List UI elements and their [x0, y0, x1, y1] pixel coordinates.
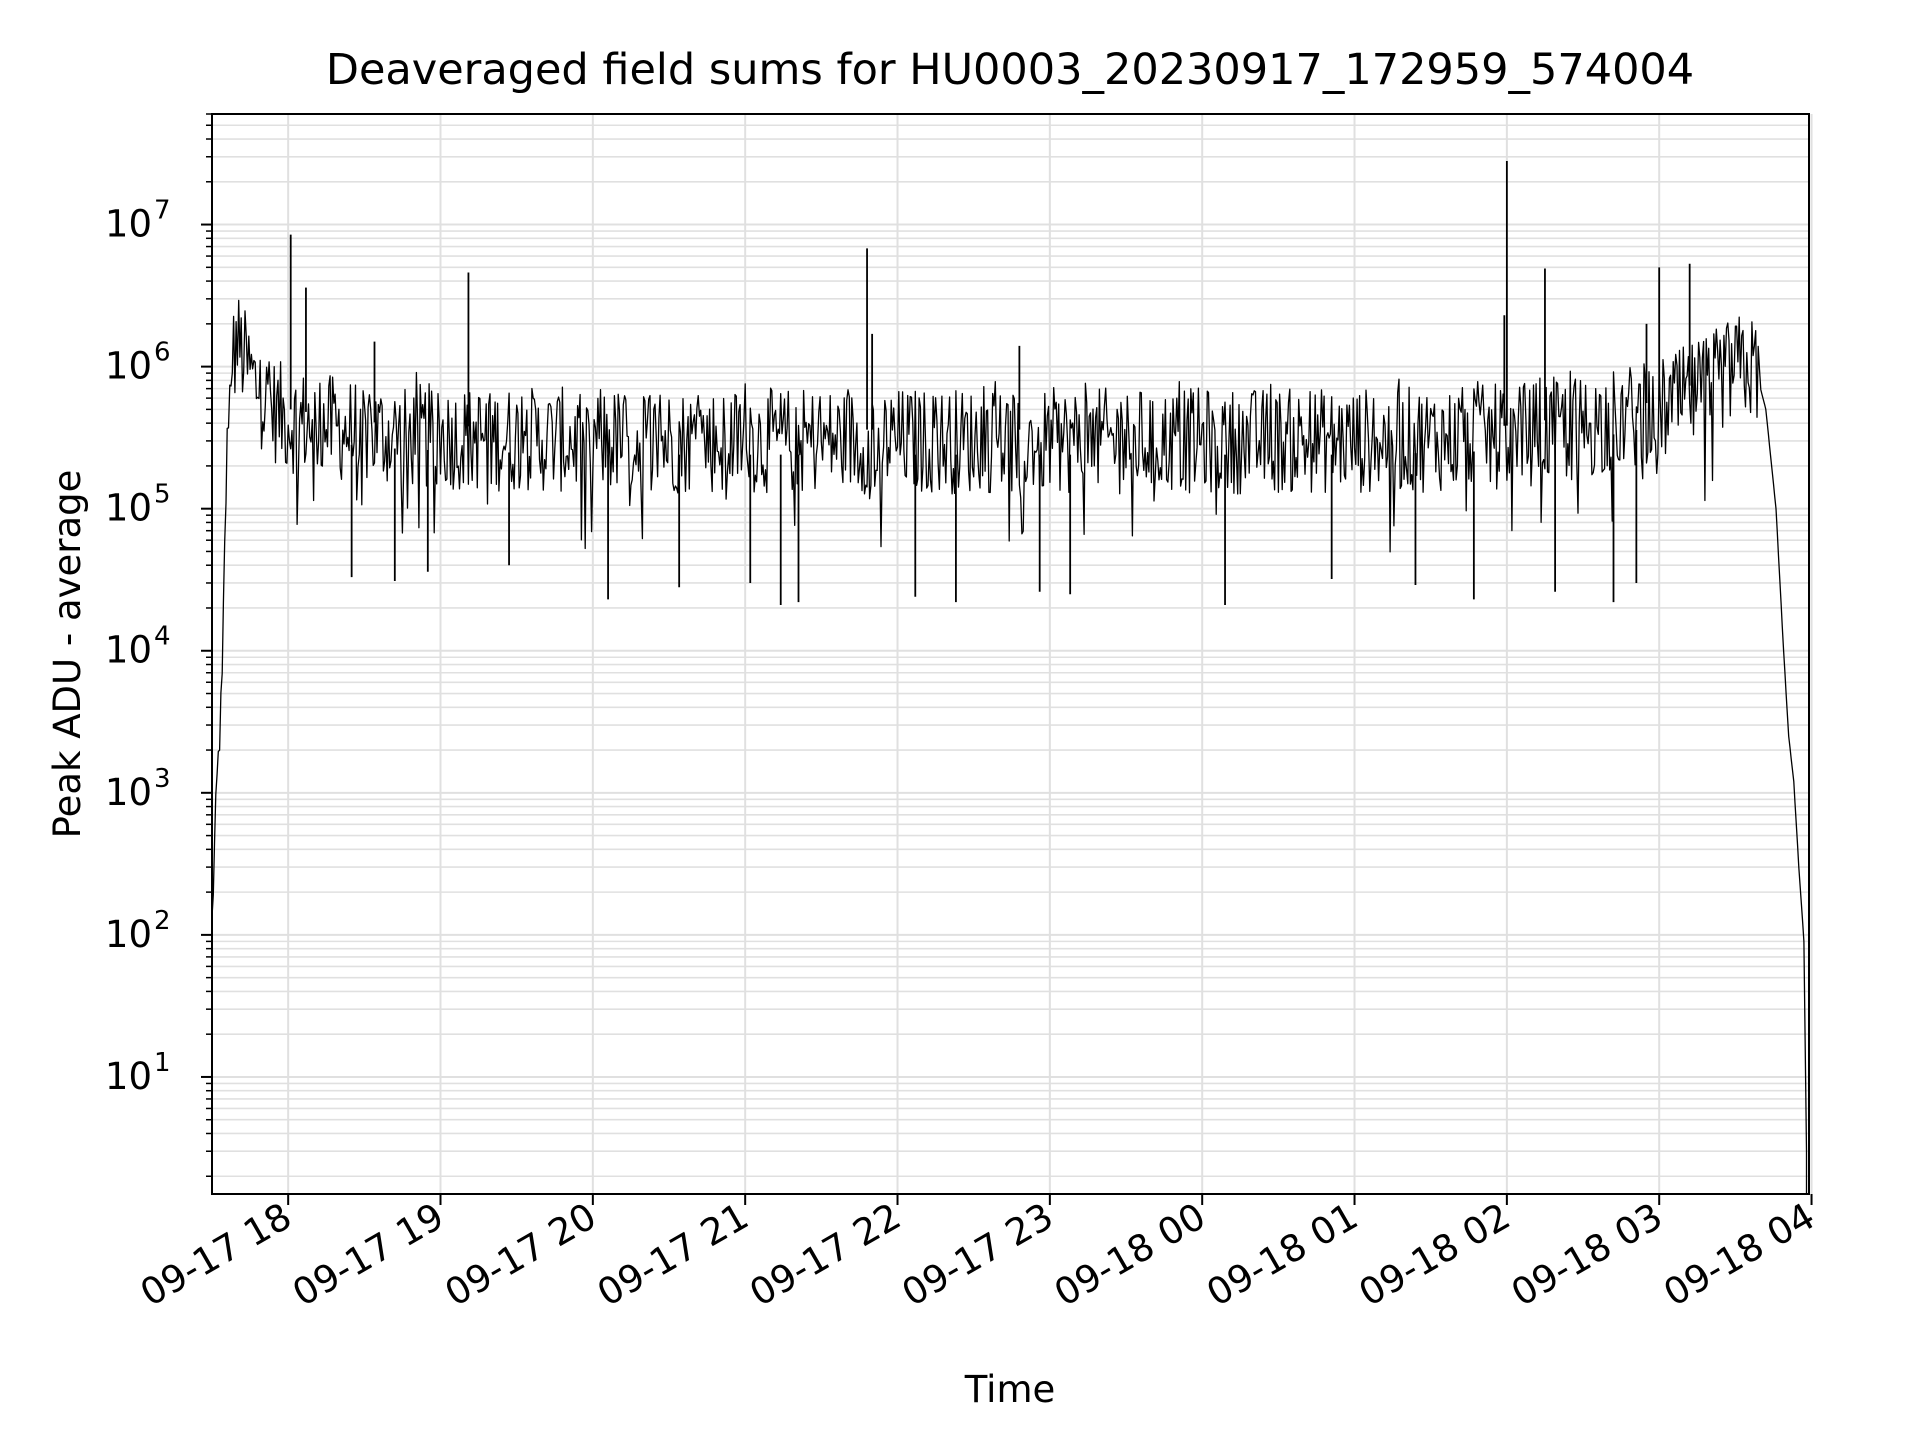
y-tick-exponent: 4	[154, 622, 171, 652]
x-tick-label: 09-18 00	[1047, 1195, 1213, 1315]
x-tick-label: 09-18 02	[1352, 1195, 1518, 1315]
y-tick-exponent: 6	[154, 338, 171, 368]
y-tick-label: 10	[105, 771, 152, 814]
x-tick-label: 09-17 19	[285, 1195, 451, 1315]
chart-title: Deaveraged field sums for HU0003_2023091…	[326, 45, 1694, 95]
x-tick-label: 09-17 23	[895, 1195, 1061, 1315]
y-tick-exponent: 1	[154, 1048, 171, 1078]
x-tick-label: 09-17 18	[133, 1195, 299, 1315]
y-tick-exponent: 3	[154, 764, 171, 794]
x-tick-label: 09-18 01	[1199, 1195, 1365, 1315]
y-tick-exponent: 7	[154, 196, 171, 226]
y-tick-label: 10	[105, 487, 152, 530]
series-line	[212, 299, 1808, 1194]
x-tick-label: 09-17 20	[438, 1195, 604, 1315]
y-tick-label: 10	[105, 1055, 152, 1098]
y-tick-label: 10	[105, 203, 152, 246]
x-tick-label: 09-17 22	[742, 1195, 908, 1315]
grid-lines	[212, 113, 1813, 1194]
y-tick-label: 10	[105, 629, 152, 672]
y-tick-exponent: 2	[154, 906, 171, 936]
x-axis-label: Time	[964, 1368, 1056, 1411]
y-tick-exponent: 5	[154, 480, 171, 510]
x-tick-label: 09-17 21	[590, 1195, 756, 1315]
x-tick-label: 09-18 03	[1504, 1195, 1670, 1315]
y-tick-label: 10	[105, 345, 152, 388]
y-tick-label: 10	[105, 913, 152, 956]
y-axis-label: Peak ADU - average	[46, 470, 89, 839]
plot-frame	[211, 113, 1810, 1195]
x-tick-label: 09-18 04	[1656, 1195, 1822, 1315]
series-layer	[212, 161, 1808, 1194]
